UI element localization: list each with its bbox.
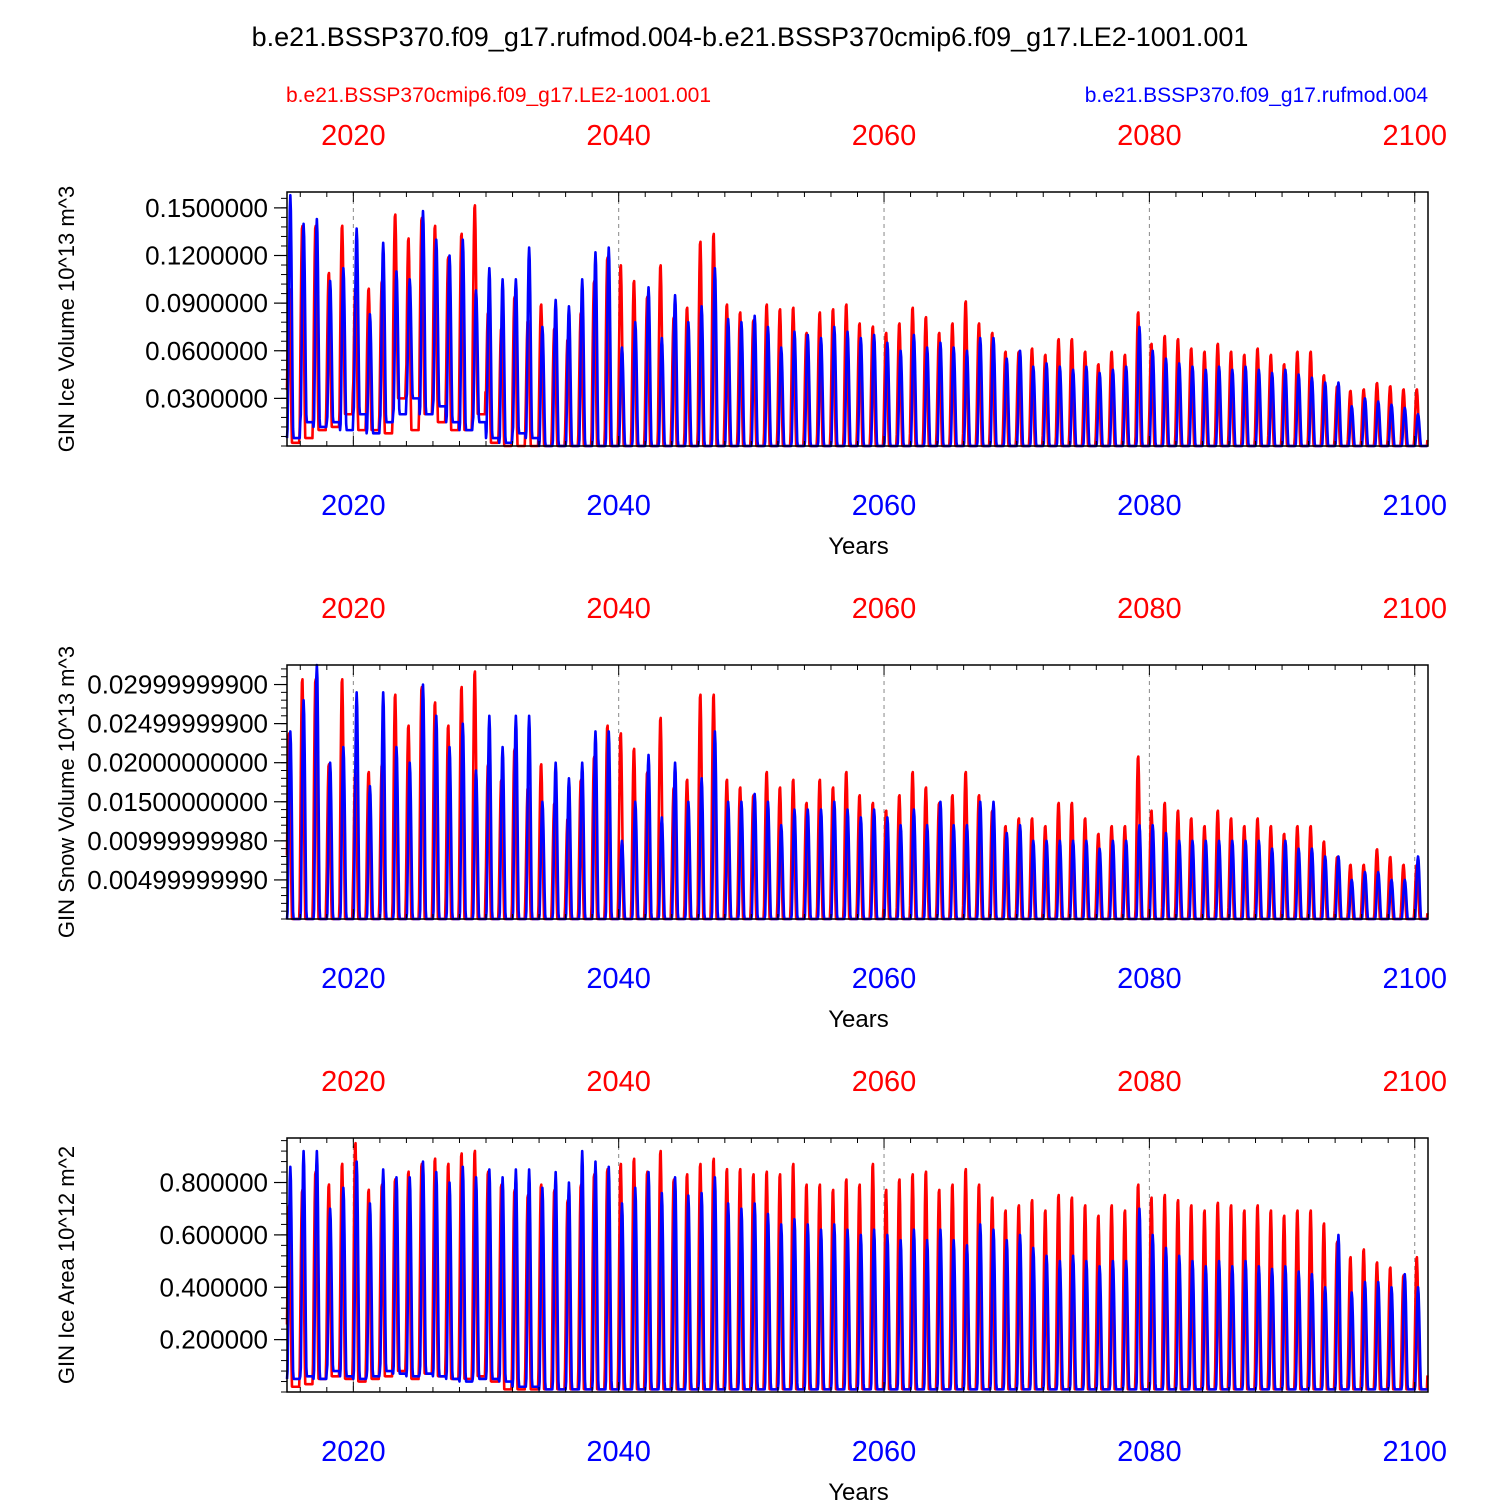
y-tick-label: 0.00999999980: [87, 826, 268, 856]
x-tick-label-bottom: 2060: [852, 490, 917, 522]
x-tick-label-top: 2080: [1117, 593, 1182, 625]
y-tick-label: 0.800000: [160, 1168, 268, 1198]
x-tick-label-top: 2060: [852, 593, 917, 625]
x-tick-label-bottom: 2040: [586, 963, 651, 995]
y-axis-title: GIN Ice Volume 10^13 m^3: [54, 186, 79, 452]
x-tick-label-top: 2080: [1117, 120, 1182, 152]
x-tick-label-top: 2020: [321, 120, 386, 152]
x-tick-label-top: 2100: [1382, 1066, 1447, 1098]
x-tick-label-bottom: 2100: [1382, 1436, 1447, 1468]
x-tick-label-top: 2040: [586, 1066, 651, 1098]
x-tick-label-bottom: 2020: [321, 963, 386, 995]
main-title: b.e21.BSSP370.f09_g17.rufmod.004-b.e21.B…: [252, 22, 1249, 52]
y-tick-label: 0.400000: [160, 1272, 268, 1302]
y-tick-label: 0.02499999900: [87, 709, 268, 739]
x-tick-label-bottom: 2080: [1117, 963, 1182, 995]
x-axis-title: Years: [828, 1479, 889, 1500]
y-tick-label: 0.0600000: [145, 336, 268, 366]
legend-label-cmip6: b.e21.BSSP370cmip6.f09_g17.LE2-1001.001: [286, 84, 711, 107]
x-tick-label-bottom: 2040: [586, 490, 651, 522]
x-tick-label-top: 2100: [1382, 593, 1447, 625]
x-tick-label-bottom: 2080: [1117, 1436, 1182, 1468]
x-tick-label-bottom: 2020: [321, 490, 386, 522]
y-tick-label: 0.02999999900: [87, 670, 268, 700]
x-tick-label-top: 2080: [1117, 1066, 1182, 1098]
x-tick-label-top: 2100: [1382, 120, 1447, 152]
x-tick-label-bottom: 2060: [852, 963, 917, 995]
x-tick-label-top: 2020: [321, 1066, 386, 1098]
y-tick-label: 0.200000: [160, 1325, 268, 1355]
y-tick-label: 0.02000000000: [87, 748, 268, 778]
y-tick-label: 0.01500000000: [87, 787, 268, 817]
y-tick-label: 0.1200000: [145, 241, 268, 271]
legend-label-rufmod: b.e21.BSSP370.f09_g17.rufmod.004: [1085, 84, 1429, 107]
x-tick-label-bottom: 2060: [852, 1436, 917, 1468]
x-tick-label-bottom: 2040: [586, 1436, 651, 1468]
y-tick-label: 0.0900000: [145, 288, 268, 318]
x-axis-title: Years: [828, 1006, 889, 1033]
y-tick-label: 0.1500000: [145, 193, 268, 223]
y-axis-title: GIN Ice Area 10^12 m^2: [54, 1146, 79, 1384]
x-tick-label-top: 2020: [321, 593, 386, 625]
y-axis-title: GIN Snow Volume 10^13 m^3: [54, 646, 79, 938]
x-tick-label-top: 2060: [852, 1066, 917, 1098]
x-tick-label-bottom: 2020: [321, 1436, 386, 1468]
x-tick-label-bottom: 2100: [1382, 963, 1447, 995]
y-tick-label: 0.600000: [160, 1220, 268, 1250]
x-axis-title: Years: [828, 533, 889, 560]
x-tick-label-bottom: 2100: [1382, 490, 1447, 522]
x-tick-label-top: 2040: [586, 593, 651, 625]
y-tick-label: 0.0300000: [145, 383, 268, 413]
y-tick-label: 0.00499999990: [87, 865, 268, 895]
panels-group: 0.0300000 0.0600000 0.0900000 0.1200000 0.15…: [54, 120, 1447, 1500]
x-tick-label-bottom: 2080: [1117, 490, 1182, 522]
x-tick-label-top: 2060: [852, 120, 917, 152]
x-tick-label-top: 2040: [586, 120, 651, 152]
